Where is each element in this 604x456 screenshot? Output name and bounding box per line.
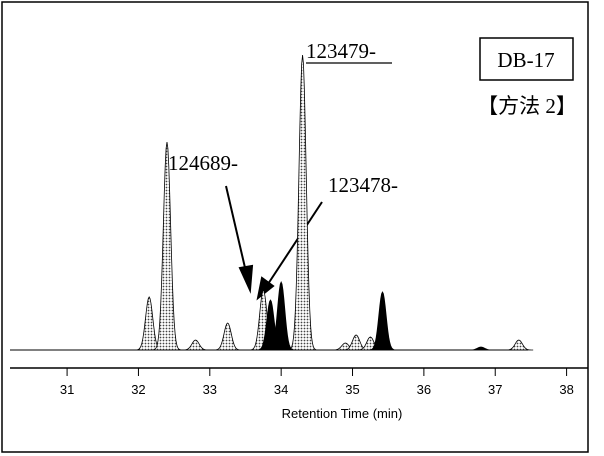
peak bbox=[266, 280, 296, 351]
x-tick-label: 37 bbox=[488, 382, 502, 397]
x-tick-label: 36 bbox=[417, 382, 431, 397]
peak-label: 123478- bbox=[328, 173, 398, 197]
peak-label: 124689- bbox=[168, 151, 238, 175]
arrow bbox=[267, 201, 323, 285]
peak bbox=[287, 54, 318, 351]
peak bbox=[152, 141, 182, 351]
peak bbox=[212, 322, 243, 351]
x-tick-label: 34 bbox=[274, 382, 288, 397]
x-tick-label: 32 bbox=[131, 382, 145, 397]
peak bbox=[466, 346, 496, 351]
label-box bbox=[479, 37, 574, 81]
peak-label: 123479- bbox=[306, 39, 376, 63]
peak bbox=[504, 339, 534, 351]
arrow-head bbox=[256, 276, 275, 301]
arrow-head bbox=[238, 264, 254, 294]
arrows bbox=[225, 185, 323, 301]
x-axis-title: Retention Time (min) bbox=[282, 406, 403, 421]
column-label: DB-17 bbox=[497, 48, 554, 72]
peak bbox=[181, 339, 210, 351]
x-tick-label: 33 bbox=[203, 382, 217, 397]
method-label: 【方法 2】 bbox=[477, 94, 577, 118]
frame bbox=[1, 1, 589, 453]
peak bbox=[367, 291, 397, 351]
x-tick-label: 31 bbox=[60, 382, 74, 397]
x-tick-label: 35 bbox=[345, 382, 359, 397]
x-tick-label: 38 bbox=[559, 382, 573, 397]
arrow bbox=[225, 185, 247, 273]
